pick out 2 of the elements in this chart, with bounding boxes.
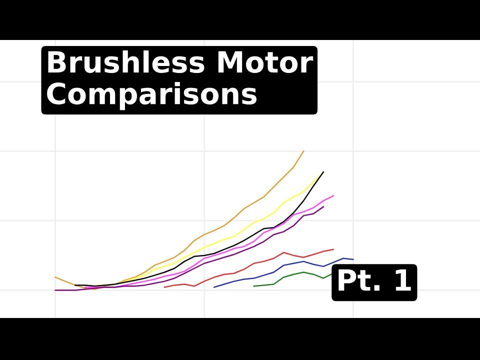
annotation: Pt. 1 bbox=[338, 269, 411, 291]
chart-title: Brushless Motor Comparisons bbox=[47, 50, 314, 110]
